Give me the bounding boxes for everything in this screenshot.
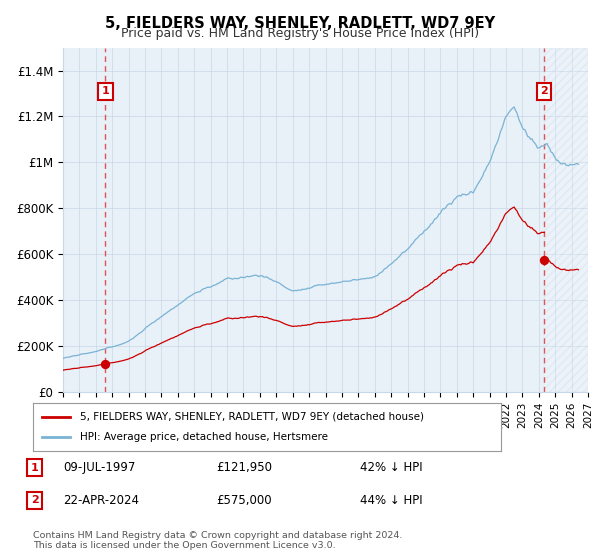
Text: 5, FIELDERS WAY, SHENLEY, RADLETT, WD7 9EY (detached house): 5, FIELDERS WAY, SHENLEY, RADLETT, WD7 9… bbox=[80, 412, 424, 422]
Text: 42% ↓ HPI: 42% ↓ HPI bbox=[360, 461, 422, 474]
Text: £121,950: £121,950 bbox=[216, 461, 272, 474]
Bar bbox=[544, 48, 588, 392]
Point bbox=[539, 255, 549, 264]
Text: 1: 1 bbox=[101, 86, 109, 96]
Text: HPI: Average price, detached house, Hertsmere: HPI: Average price, detached house, Hert… bbox=[80, 432, 328, 442]
Text: 1: 1 bbox=[31, 463, 38, 473]
Text: £575,000: £575,000 bbox=[216, 493, 272, 507]
Text: 2: 2 bbox=[31, 495, 38, 505]
Text: 2: 2 bbox=[541, 86, 548, 96]
Text: 22-APR-2024: 22-APR-2024 bbox=[63, 493, 139, 507]
Text: Contains HM Land Registry data © Crown copyright and database right 2024.: Contains HM Land Registry data © Crown c… bbox=[33, 531, 403, 540]
Text: This data is licensed under the Open Government Licence v3.0.: This data is licensed under the Open Gov… bbox=[33, 541, 335, 550]
Point bbox=[101, 360, 110, 368]
Text: 09-JUL-1997: 09-JUL-1997 bbox=[63, 461, 136, 474]
Text: Price paid vs. HM Land Registry's House Price Index (HPI): Price paid vs. HM Land Registry's House … bbox=[121, 27, 479, 40]
Text: 5, FIELDERS WAY, SHENLEY, RADLETT, WD7 9EY: 5, FIELDERS WAY, SHENLEY, RADLETT, WD7 9… bbox=[105, 16, 495, 31]
Text: 44% ↓ HPI: 44% ↓ HPI bbox=[360, 493, 422, 507]
